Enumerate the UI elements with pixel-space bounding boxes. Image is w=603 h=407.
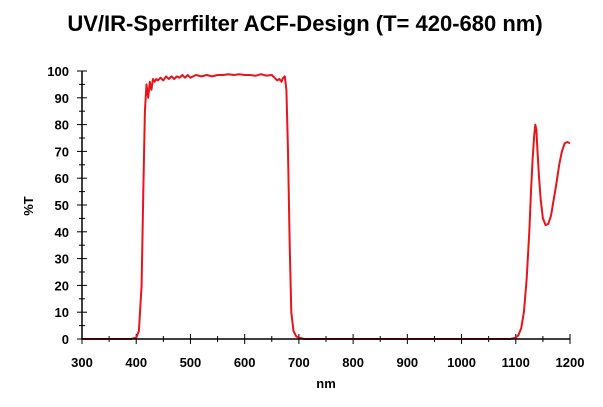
x-tick-label: 1100 xyxy=(502,355,530,370)
y-tick-label: 80 xyxy=(55,118,69,133)
y-tick-label: 100 xyxy=(47,64,69,79)
x-axis-label: nm xyxy=(316,376,336,391)
x-tick-label: 600 xyxy=(234,355,256,370)
ticks-layer: 300 400 500 600 700 800 900 1000 1100 1200 0 10 20 30… xyxy=(47,64,584,370)
x-tick-label: 400 xyxy=(125,355,147,370)
x-tick-label: 700 xyxy=(288,355,310,370)
y-tick-label: 60 xyxy=(55,171,69,186)
series-line xyxy=(82,73,571,340)
y-tick-label: 90 xyxy=(55,91,69,106)
y-tick-label: 20 xyxy=(55,278,69,293)
y-tick-label: 70 xyxy=(55,144,69,159)
chart-title: UV/IR-Sperrfilter ACF-Design (T= 420-680… xyxy=(67,11,542,36)
y-tick-label: 30 xyxy=(55,252,69,267)
x-tick-label: 500 xyxy=(180,355,202,370)
x-tick-label: 1200 xyxy=(556,355,585,370)
x-tick-label: 800 xyxy=(342,355,364,370)
x-tick-label: 1000 xyxy=(447,355,476,370)
y-axis-label: %T xyxy=(21,196,36,216)
y-tick-label: 50 xyxy=(55,198,69,213)
y-tick-label: 40 xyxy=(55,225,69,240)
x-tick-label: 900 xyxy=(396,355,418,370)
y-tick-label: 0 xyxy=(62,332,69,347)
x-tick-label: 300 xyxy=(71,355,93,370)
y-tick-label: 10 xyxy=(55,305,69,320)
